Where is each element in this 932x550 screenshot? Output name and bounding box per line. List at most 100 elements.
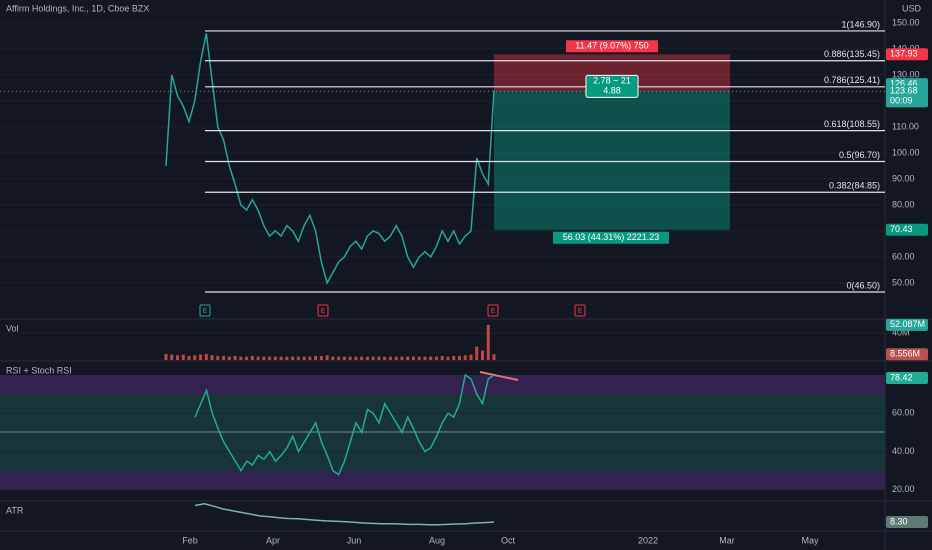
volume-bar [342, 356, 346, 360]
volume-bar [181, 354, 185, 360]
x-tick-label: May [801, 535, 819, 545]
volume-bar [187, 355, 191, 360]
atr-badge-box [886, 515, 928, 528]
y-tick-label: 40M [892, 327, 910, 337]
volume-badge-box [886, 318, 928, 331]
earnings-marker-box [574, 304, 586, 317]
volume-bar [394, 356, 398, 360]
volume-badge-box [886, 348, 928, 361]
volume-bar [164, 353, 168, 360]
volume-bar [210, 355, 214, 360]
volume-bar [469, 354, 473, 360]
reward-label: 56.03 (44.31%) 2221.23 [563, 232, 660, 242]
panel-title: RSI + Stoch RSI [6, 365, 72, 375]
panel-title: ATR [6, 505, 24, 515]
ratio-value: 4.88 [603, 86, 621, 96]
x-tick-label: Aug [429, 535, 445, 545]
entry-badge-box [886, 85, 928, 108]
volume-bar [319, 355, 323, 360]
volume-bar [308, 356, 312, 360]
volume-bar [429, 356, 433, 360]
volume-bar [291, 356, 295, 360]
y-tick-label: 40.00 [892, 446, 915, 456]
volume-bar [233, 355, 237, 360]
volume-bar [388, 356, 392, 360]
volume-bar [434, 356, 438, 360]
rsi-zone [0, 395, 885, 471]
y-tick-label: 110.00 [892, 121, 919, 131]
rsi-badge: 78.42 [890, 372, 913, 382]
volume-bar [440, 355, 444, 360]
y-tick-label: 50.00 [892, 277, 915, 287]
fib-label: 0.382(84.85) [829, 181, 880, 191]
y-tick-label: 140.00 [892, 43, 920, 53]
y-tick-label: 90.00 [892, 173, 915, 183]
volume-bar [348, 356, 352, 360]
volume-bar [302, 356, 306, 360]
volume-bar [463, 355, 467, 360]
x-tick-label: Mar [719, 535, 735, 545]
volume-bar [325, 355, 329, 360]
volume-bar [204, 353, 208, 360]
volume-bar [446, 356, 450, 360]
volume-bar [296, 356, 300, 360]
earnings-marker-box [317, 304, 329, 317]
volume-bar [256, 356, 260, 360]
volume-bar [199, 354, 203, 360]
panel-title: Vol [6, 323, 19, 333]
earnings-marker-box [487, 304, 499, 317]
volume-bar [170, 354, 174, 360]
x-tick-label: Oct [501, 535, 516, 545]
earnings-marker-box [199, 304, 211, 317]
volume-bar [486, 324, 490, 360]
x-tick-label: Jun [347, 535, 362, 545]
y-tick-label: 60.00 [892, 408, 915, 418]
earnings-marker: E [321, 308, 326, 315]
volume-bar [354, 356, 358, 360]
y-tick-label: 130.00 [892, 69, 920, 79]
volume-badge: 8.556M [890, 349, 920, 359]
ratio-box [585, 74, 639, 98]
volume-bar [475, 346, 479, 360]
currency: USD [902, 3, 922, 13]
volume-bar [406, 356, 410, 360]
chart-title: Affirm Holdings, Inc., 1D, Cboe BZX [6, 3, 149, 13]
volume-bar [262, 356, 266, 360]
y-tick-label: 100.00 [892, 147, 920, 157]
volume-bar [222, 355, 226, 360]
volume-bar [417, 356, 421, 360]
atr-badge: 8.30 [890, 516, 908, 526]
volume-badge: 52.087M [890, 319, 925, 329]
fib-label: 0.886(135.45) [824, 49, 880, 59]
y-tick-label: 60.00 [892, 251, 915, 261]
volume-bar [176, 355, 180, 360]
x-tick-label: Feb [182, 535, 198, 545]
volume-bar [365, 356, 369, 360]
y-tick-label: 20.00 [892, 484, 915, 494]
earnings-marker: E [578, 308, 583, 315]
countdown: 00:09 [890, 96, 913, 106]
x-tick-label: 2022 [638, 535, 658, 545]
volume-bar [250, 355, 254, 360]
volume-bar [314, 355, 318, 360]
earnings-marker: E [203, 308, 208, 315]
ratio-text: 2.78 ~ 21 [593, 76, 631, 86]
reward-label-box [553, 231, 669, 244]
y-tick-label: 80.00 [892, 199, 915, 209]
volume-bar [216, 355, 220, 360]
last-price-badge: 126.46 [890, 78, 918, 88]
volume-bar [273, 356, 277, 360]
series-line [194, 502, 495, 526]
x-tick-label: Apr [266, 535, 280, 545]
stop-badge: 137.93 [890, 49, 918, 59]
volume-bar [377, 356, 381, 360]
y-tick-label: 150.00 [892, 17, 920, 27]
rsi-overbought-band [0, 375, 885, 395]
volume-bar [245, 356, 249, 360]
volume-bar [239, 356, 243, 360]
volume-bar [383, 356, 387, 360]
fib-label: 1(146.90) [841, 19, 880, 29]
stop-badge-box [886, 48, 928, 61]
